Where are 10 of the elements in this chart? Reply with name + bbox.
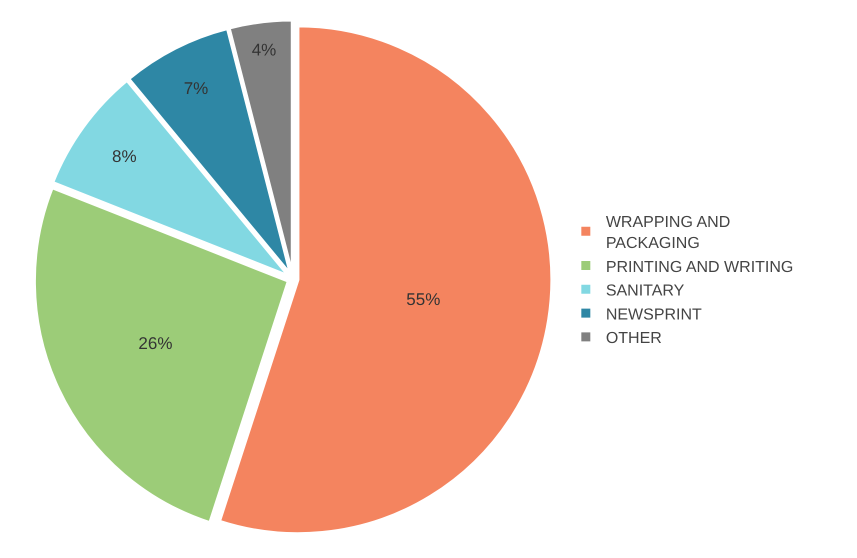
data-label: 55% — [406, 290, 440, 310]
data-label: 26% — [138, 334, 172, 354]
legend-label: SANITARY — [606, 282, 685, 300]
legend-label: WRAPPING AND PACKAGING — [606, 214, 730, 252]
legend-label: OTHER — [606, 330, 662, 348]
legend-label: NEWSPRINT — [606, 306, 702, 324]
data-label: 8% — [112, 146, 137, 166]
data-label: 7% — [184, 79, 208, 98]
data-label: 4% — [252, 40, 276, 60]
legend-label: PRINTING AND WRITING — [606, 258, 794, 276]
